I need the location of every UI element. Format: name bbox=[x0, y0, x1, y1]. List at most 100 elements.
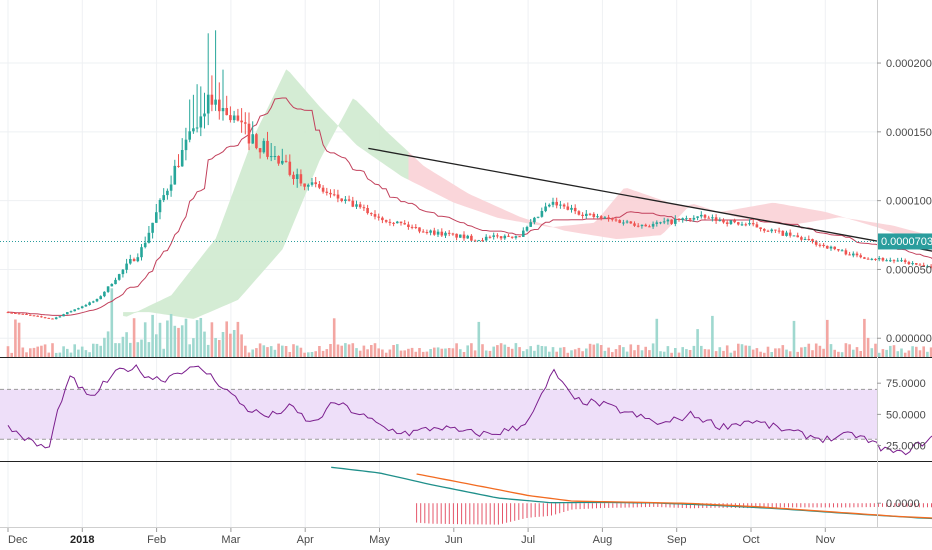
candle-body bbox=[814, 241, 818, 245]
candle-body bbox=[896, 260, 900, 262]
candle-body bbox=[284, 160, 288, 162]
candle-body bbox=[751, 223, 755, 225]
volume-bar bbox=[370, 345, 373, 357]
volume-bar bbox=[329, 344, 332, 357]
volume-bar bbox=[266, 347, 269, 357]
candle-body bbox=[399, 221, 403, 224]
candle bbox=[258, 148, 262, 159]
candle-body bbox=[737, 222, 740, 225]
volume-bar bbox=[603, 350, 607, 357]
volume-bar bbox=[733, 350, 736, 357]
candle-body bbox=[607, 217, 610, 219]
candle bbox=[199, 86, 203, 137]
candle-body bbox=[247, 123, 251, 144]
candle bbox=[840, 249, 844, 252]
candle-body bbox=[351, 200, 355, 207]
volume-bar bbox=[562, 347, 566, 357]
volume-bar bbox=[889, 345, 892, 357]
volume-bar bbox=[251, 349, 254, 357]
x-tick-label: Feb bbox=[147, 534, 166, 546]
candle bbox=[770, 228, 773, 234]
candle bbox=[503, 234, 507, 240]
candle-body bbox=[833, 246, 836, 250]
candle bbox=[525, 225, 529, 232]
volume-bar bbox=[88, 352, 91, 357]
candle bbox=[203, 92, 206, 129]
volume-bar bbox=[929, 347, 932, 357]
candle-body bbox=[103, 291, 106, 297]
volume-bar bbox=[540, 346, 544, 357]
volume-bar bbox=[192, 338, 195, 357]
candle-body bbox=[692, 217, 696, 220]
volume-bar bbox=[132, 318, 136, 357]
candle bbox=[388, 218, 392, 226]
volume-bar bbox=[447, 348, 451, 357]
candle bbox=[40, 315, 43, 318]
volume-bar bbox=[355, 348, 358, 357]
candle bbox=[540, 207, 544, 218]
candle bbox=[277, 155, 280, 166]
candle bbox=[366, 204, 369, 215]
candle-body bbox=[503, 235, 507, 239]
candle-body bbox=[358, 204, 362, 208]
candle bbox=[685, 215, 688, 222]
volume-bar bbox=[166, 320, 169, 357]
candle-body bbox=[822, 244, 825, 246]
volume-bar bbox=[318, 346, 321, 357]
candle-body bbox=[433, 230, 436, 235]
volume-bar bbox=[10, 352, 13, 357]
candle-body bbox=[770, 229, 773, 232]
volume-bar bbox=[384, 352, 388, 357]
candle bbox=[751, 219, 755, 227]
volume-bar bbox=[277, 343, 280, 357]
candle-body bbox=[688, 218, 692, 220]
candle-body bbox=[258, 148, 262, 153]
candle-body bbox=[877, 258, 881, 260]
x-tick-label: Aug bbox=[593, 534, 613, 546]
candle bbox=[459, 234, 462, 238]
candle bbox=[214, 30, 217, 111]
candle-body bbox=[255, 134, 258, 149]
volume-bar bbox=[763, 352, 766, 357]
volume-bar bbox=[874, 343, 877, 357]
candle-body bbox=[136, 257, 140, 262]
candle-body bbox=[648, 226, 651, 228]
candle-body bbox=[866, 258, 870, 260]
volume-bar bbox=[232, 330, 236, 357]
candle bbox=[162, 188, 165, 203]
candle bbox=[47, 317, 51, 319]
candle bbox=[848, 251, 851, 256]
candle-body bbox=[900, 260, 903, 262]
candle bbox=[321, 185, 325, 194]
candle-body bbox=[870, 258, 874, 260]
candle-body bbox=[429, 230, 432, 233]
candle bbox=[273, 146, 277, 160]
candle bbox=[314, 177, 317, 188]
candle-body bbox=[377, 216, 380, 218]
trendline-segment bbox=[368, 147, 932, 252]
candle-body bbox=[670, 219, 673, 224]
volume-bar bbox=[440, 348, 444, 357]
volume-bar bbox=[247, 352, 251, 357]
trendline[interactable] bbox=[368, 147, 932, 276]
volume-bar bbox=[173, 325, 177, 357]
candle-body bbox=[651, 223, 655, 227]
candle-body bbox=[662, 221, 666, 223]
candle bbox=[655, 220, 659, 227]
candle bbox=[451, 232, 455, 236]
candle-body bbox=[325, 191, 329, 193]
candle-body bbox=[307, 184, 310, 187]
candle bbox=[151, 222, 154, 239]
volume-bar bbox=[425, 351, 429, 357]
candle-body bbox=[889, 260, 892, 262]
candle bbox=[477, 239, 481, 242]
candle-body bbox=[114, 279, 117, 285]
volume-bar bbox=[855, 347, 859, 357]
volume-bar bbox=[225, 321, 228, 357]
last-price-tag-label: 0.00007033 bbox=[881, 236, 932, 248]
volume-bar bbox=[99, 345, 102, 357]
candle-body bbox=[748, 223, 751, 225]
candle-body bbox=[155, 212, 158, 223]
candle-body bbox=[829, 246, 833, 249]
candle bbox=[21, 313, 25, 315]
